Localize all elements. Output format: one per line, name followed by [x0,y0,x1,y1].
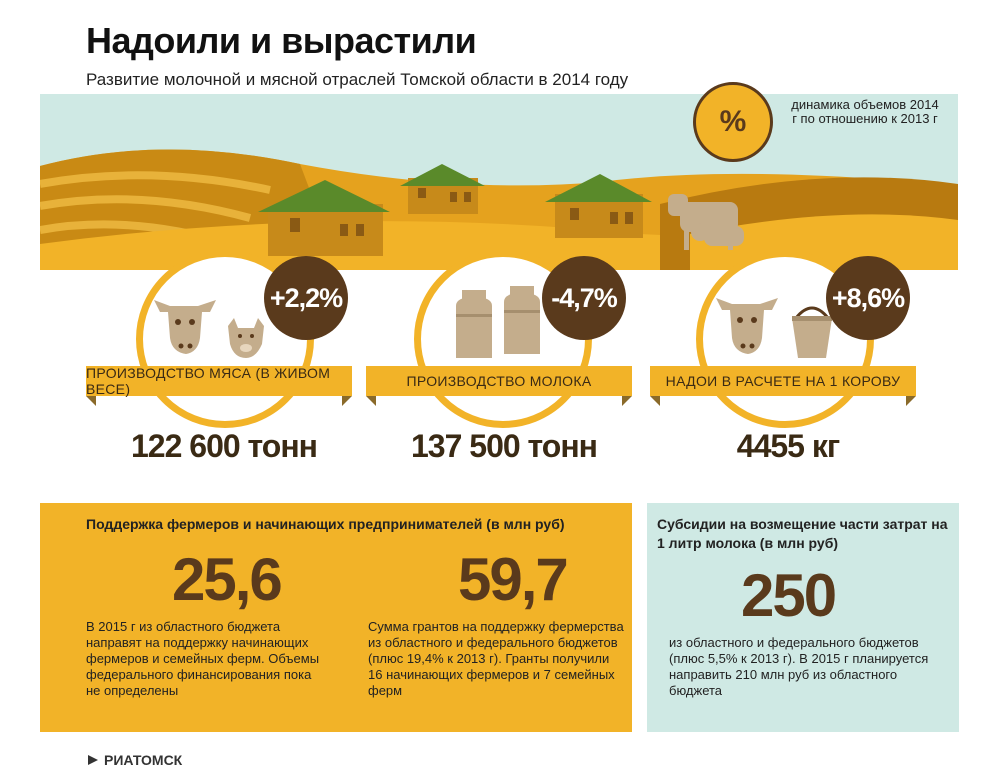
subsidy-heading: Субсидии на возмещение части затрат на 1… [657,516,948,551]
page-title: Надоили и вырастили [86,20,477,61]
stat-value: 4455 кг [736,428,840,464]
ria-tomsk-logo: РИАТОМСК [86,752,182,768]
farm-landscape [40,94,958,270]
bucket-icon [792,306,832,358]
legend-text: динамика объемов 2014 г по отношению к 2… [791,97,939,126]
support-text-1: В 2015 г из областного бюджета направят … [86,619,320,698]
milk-can-icon [504,286,540,354]
support-number-1: 25,6 [172,546,283,613]
stat-label: НАДОИ В РАСЧЕТЕ НА 1 КОРОВУ [650,366,916,396]
milk-can-icon [456,290,492,358]
house-icon [258,180,390,256]
cow-icon [668,194,738,250]
subsidy-number: 250 [741,562,837,629]
stat-label: ПРОИЗВОДСТВО МОЛОКА [366,366,632,396]
support-panel: Поддержка фермеров и начинающих предприн… [40,503,632,732]
support-heading: Поддержка фермеров и начинающих предприн… [86,516,565,532]
support-text-2: Сумма грантов на поддержку фермерства из… [368,619,624,698]
pig-icon [228,318,264,358]
stat-value: 122 600 тонн [130,428,318,464]
subsidy-panel: Субсидии на возмещение части затрат на 1… [647,503,959,732]
cow-icon [154,300,216,354]
cow-icon [716,298,778,354]
change-badge: -4,7% [542,256,626,340]
pig-icon [691,223,744,246]
page-subtitle: Развитие молочной и мясной отраслей Томс… [86,70,629,89]
logo-text: РИАТОМСК [104,752,183,768]
percent-legend-badge: % [693,82,773,162]
house-icon [400,164,485,214]
logo-icon [88,755,98,765]
percent-icon: % [719,105,747,138]
support-number-2: 59,7 [458,546,569,613]
stat-value: 137 500 тонн [410,428,598,464]
subsidy-text: из областного и федерального бюджетов (п… [669,635,929,698]
change-badge: +2,2% [264,256,348,340]
house-icon [545,174,652,238]
change-badge: +8,6% [826,256,910,340]
stat-label: ПРОИЗВОДСТВО МЯСА (В ЖИВОМ ВЕСЕ) [86,365,352,397]
